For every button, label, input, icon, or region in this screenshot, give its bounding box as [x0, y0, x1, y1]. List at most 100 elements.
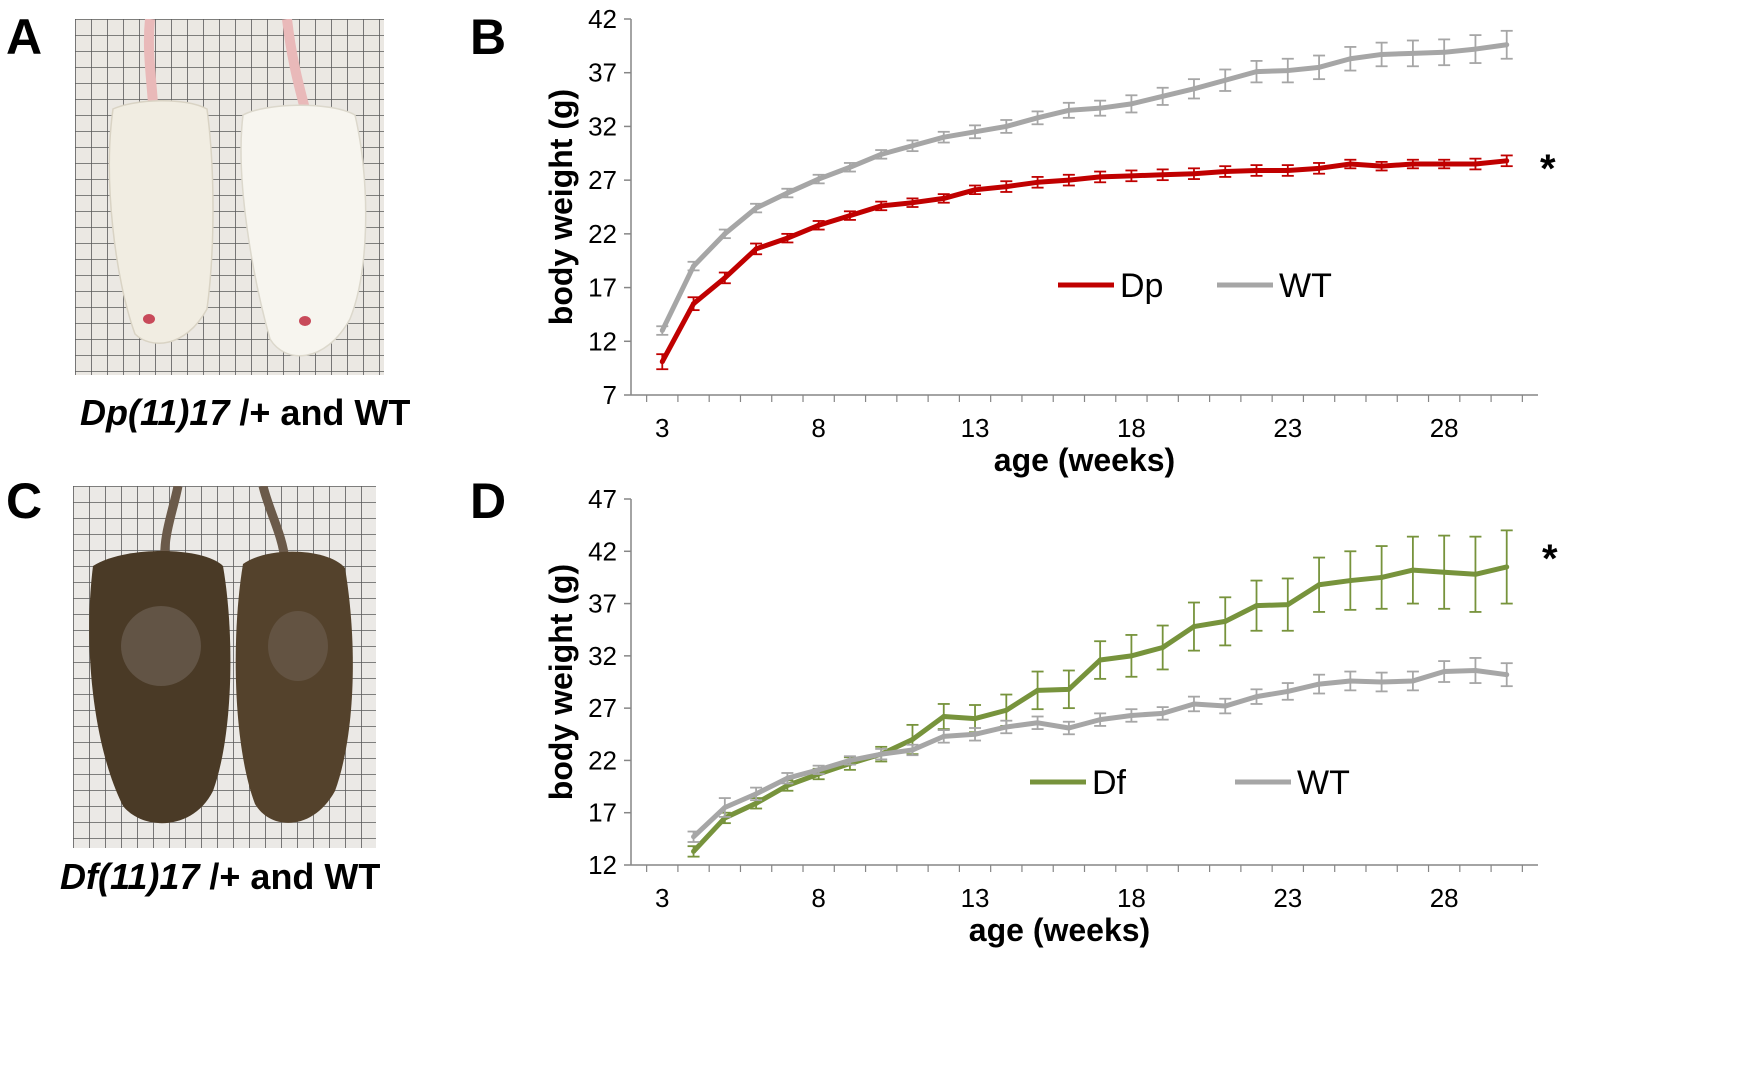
y-tick-label: 47 — [588, 484, 617, 514]
data-point — [1285, 602, 1291, 608]
data-point — [753, 791, 759, 797]
y-tick-label: 42 — [588, 536, 617, 566]
photo-dp-mice — [75, 19, 384, 375]
data-point — [909, 143, 915, 149]
data-point — [1222, 703, 1228, 709]
series-dp — [656, 154, 1513, 371]
data-point — [1128, 101, 1134, 107]
data-point — [1128, 173, 1134, 179]
series-wt — [656, 29, 1513, 336]
data-point — [847, 213, 853, 219]
series-line — [660, 42, 1508, 332]
data-point — [1066, 686, 1072, 692]
data-point — [941, 714, 947, 720]
panel-letter-a: A — [6, 9, 43, 65]
data-point — [1379, 679, 1385, 685]
data-point — [1066, 107, 1072, 113]
data-point — [1347, 56, 1353, 62]
data-point — [1316, 64, 1322, 70]
data-point — [1254, 603, 1260, 609]
data-point — [1003, 184, 1009, 190]
grid-paper-white — [75, 19, 384, 375]
y-tick-label: 37 — [588, 589, 617, 619]
panel-letter-b: B — [470, 9, 507, 65]
data-point — [722, 275, 728, 281]
data-point — [1472, 46, 1478, 52]
legend-label: WT — [1297, 764, 1350, 802]
data-point — [1347, 578, 1353, 584]
data-point — [691, 834, 697, 840]
data-point — [722, 804, 728, 810]
mouse-eye — [299, 316, 311, 326]
data-point — [1472, 667, 1478, 673]
significance-annotation: * — [1540, 147, 1556, 191]
tail — [143, 19, 158, 105]
mouse-body — [235, 551, 353, 823]
data-point — [1504, 672, 1510, 678]
data-point — [1066, 177, 1072, 183]
tail — [282, 19, 310, 111]
data-point — [1441, 569, 1447, 575]
series-line — [660, 158, 1507, 363]
data-point — [1504, 42, 1510, 48]
data-point — [691, 263, 697, 269]
data-point — [691, 301, 697, 307]
series-df — [687, 529, 1513, 858]
data-point — [1410, 50, 1416, 56]
data-point — [1191, 171, 1197, 177]
data-point — [972, 731, 978, 737]
caption-c: Df(11)17 /+ and WT — [60, 856, 381, 897]
data-point — [1035, 115, 1041, 121]
data-point — [972, 187, 978, 193]
y-axis-label: body weight (g) — [543, 564, 579, 800]
data-point — [753, 246, 759, 252]
chart-b: 7 12 17 22 27 32 37 42 3 8 13 18 23 28 age (weeks) body… — [543, 4, 1556, 478]
data-point — [1222, 77, 1228, 83]
data-point — [878, 203, 884, 209]
y-tick-label: 7 — [603, 380, 617, 410]
y-tick-label: 22 — [588, 745, 617, 775]
data-point — [1097, 657, 1103, 663]
data-point — [847, 164, 853, 170]
y-tick-label: 12 — [588, 326, 617, 356]
data-point — [941, 134, 947, 140]
data-point — [1191, 86, 1197, 92]
data-point — [878, 151, 884, 157]
data-point — [1379, 574, 1385, 580]
data-point — [1316, 582, 1322, 588]
data-point — [1410, 161, 1416, 167]
mouse-body — [108, 100, 214, 344]
data-point — [1254, 167, 1260, 173]
significance-annotation: * — [1542, 537, 1558, 581]
data-point — [1097, 105, 1103, 111]
y-tick-label: 32 — [588, 111, 617, 141]
data-point — [816, 176, 822, 182]
x-tick-label: 8 — [811, 413, 825, 443]
data-point — [1003, 707, 1009, 713]
data-point — [1254, 69, 1260, 75]
data-point — [1191, 624, 1197, 630]
x-tick-label: 23 — [1273, 883, 1302, 913]
data-point — [1097, 174, 1103, 180]
x-tick-label: 23 — [1273, 413, 1302, 443]
data-point — [1285, 688, 1291, 694]
data-point — [1316, 165, 1322, 171]
data-point — [1160, 644, 1166, 650]
data-point — [753, 205, 759, 211]
mouse-body — [240, 104, 367, 357]
data-point — [691, 848, 697, 854]
y-tick-label: 42 — [588, 4, 617, 34]
data-point — [1379, 163, 1385, 169]
data-point — [1285, 68, 1291, 74]
x-axis-label: age (weeks) — [994, 442, 1175, 478]
y-tick-label: 17 — [588, 798, 617, 828]
data-point — [847, 757, 853, 763]
legend-label: Dp — [1120, 267, 1163, 305]
mouse-eye — [143, 314, 155, 324]
data-point — [1128, 653, 1134, 659]
series-wt — [687, 657, 1513, 843]
x-tick-label: 3 — [655, 883, 669, 913]
y-tick-label: 27 — [588, 693, 617, 723]
y-tick-label: 22 — [588, 219, 617, 249]
data-point — [1410, 678, 1416, 684]
